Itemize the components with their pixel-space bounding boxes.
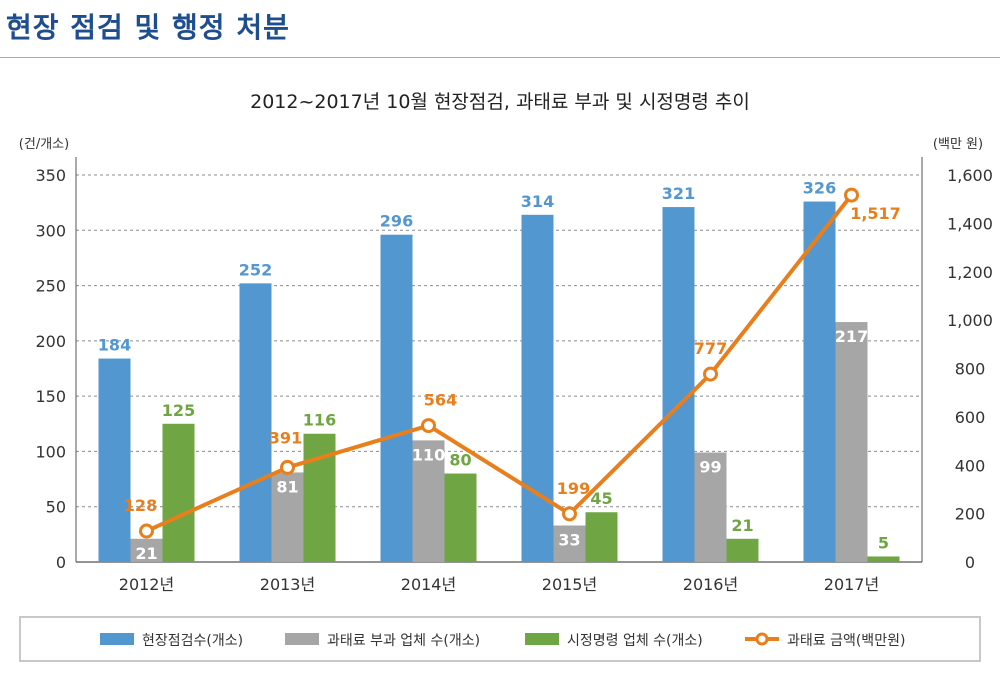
bar-data-label: 326 [803, 179, 836, 198]
line-series [145, 193, 854, 533]
bar-data-label: 296 [380, 212, 413, 231]
bars [98, 201, 900, 563]
bar [553, 525, 586, 562]
x-tick-label: 2012년 [119, 575, 174, 594]
line-point [139, 523, 154, 539]
bar [726, 538, 759, 562]
left-tick-label: 250 [35, 277, 66, 296]
bar-data-label: 110 [412, 445, 445, 464]
bar [162, 423, 195, 562]
bar [662, 207, 695, 562]
bar-data-label: 21 [135, 544, 157, 563]
line-data-label: 777 [694, 339, 727, 358]
bar-data-label: 80 [449, 451, 471, 470]
line-data-label: 564 [424, 391, 457, 410]
bar-data-label: 45 [590, 489, 612, 508]
line-point [703, 366, 718, 382]
x-tick-label: 2014년 [401, 575, 456, 594]
legend-swatch [525, 633, 559, 645]
bar [98, 358, 131, 562]
legend-label: 시정명령 업체 수(개소) [567, 633, 703, 649]
line-point [844, 187, 859, 203]
bar [380, 234, 413, 563]
bar [130, 538, 163, 562]
bar [412, 440, 445, 562]
bar-data-label: 116 [303, 411, 336, 430]
legend-swatch [100, 633, 134, 645]
bar-data-label: 81 [276, 477, 298, 496]
right-tick-label: 1,400 [947, 214, 993, 233]
bar-data-label: 217 [835, 327, 868, 346]
line-point [421, 418, 436, 434]
data-labels: 184 21 125 252 81 116 296 110 80 314 33 45 321 99 21 32… [98, 179, 901, 563]
left-tick-label: 100 [35, 442, 66, 461]
amount-line [139, 187, 859, 539]
right-tick-label: 400 [955, 456, 986, 475]
line-data-label: 128 [124, 496, 157, 515]
line-point [562, 506, 577, 522]
bar-data-label: 33 [558, 531, 580, 550]
page-header: 현장 점검 및 행정 처분 [0, 0, 1000, 58]
right-tick-label: 0 [965, 553, 975, 572]
left-tick-label: 150 [35, 387, 66, 406]
bar [521, 214, 554, 562]
x-tick-label: 2016년 [683, 575, 738, 594]
x-tick-label: 2017년 [824, 575, 879, 594]
right-tick-label: 1,000 [947, 311, 993, 330]
bar-data-label: 99 [699, 458, 721, 477]
line-data-label: 199 [557, 479, 590, 498]
legend-box [19, 616, 981, 662]
page-title: 현장 점검 및 행정 처분 [6, 11, 290, 44]
legend-label: 과태료 부과 업체 수(개소) [327, 633, 480, 649]
bar [694, 452, 727, 562]
legend: 현장점검수(개소) 과태료 부과 업체 수(개소) 시정명령 업체 수(개소) 과태료… [19, 616, 981, 662]
bar [867, 556, 900, 562]
bar [835, 322, 868, 562]
bar [803, 201, 836, 562]
legend-line-marker [755, 632, 769, 646]
bar-data-label: 5 [878, 533, 889, 552]
line-data-label: 391 [269, 428, 302, 447]
bar-data-label: 252 [239, 260, 272, 279]
line-point [280, 459, 295, 475]
chart-title: 2012~2017년 10월 현장점검, 과태료 부과 및 시정명령 추이 [250, 91, 750, 113]
bar-data-label: 321 [662, 184, 695, 203]
bar [239, 283, 272, 562]
bar [585, 512, 618, 562]
bar [444, 473, 477, 562]
right-tick-label: 200 [955, 505, 986, 524]
left-tick-label: 200 [35, 332, 66, 351]
x-tick-label: 2015년 [542, 575, 597, 594]
grid-lines [76, 174, 922, 508]
bar [271, 472, 304, 562]
right-tick-label: 800 [955, 360, 986, 379]
left-tick-label: 50 [46, 498, 66, 517]
legend-swatch [285, 633, 319, 645]
left-axis-unit: (건/개소) [19, 137, 69, 152]
header-divider [0, 57, 1000, 58]
bar-data-label: 125 [162, 401, 195, 420]
left-tick-label: 300 [35, 221, 66, 240]
bar-data-label: 21 [731, 516, 753, 535]
right-axis-unit: (백만 원) [933, 137, 983, 152]
x-tick-label: 2013년 [260, 575, 315, 594]
right-tick-label: 1,600 [947, 166, 993, 185]
legend-label: 과태료 금액(백만원) [787, 633, 905, 649]
left-tick-label: 350 [35, 166, 66, 185]
right-tick-label: 600 [955, 408, 986, 427]
right-tick-label: 1,200 [947, 263, 993, 282]
legend-label: 현장점검수(개소) [142, 633, 243, 649]
left-tick-label: 0 [56, 553, 66, 572]
bar-data-label: 184 [98, 336, 131, 355]
line-data-label: 1,517 [850, 204, 901, 223]
axes: 0 50 100 150 200 250 300 350 0 200 400 600 800 1,000 1… [35, 157, 993, 594]
bar-data-label: 314 [521, 192, 554, 211]
